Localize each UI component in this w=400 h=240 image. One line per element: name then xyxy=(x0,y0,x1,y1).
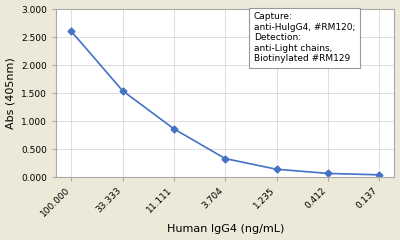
Text: Capture:
anti-HuIgG4, #RM120;
Detection:
anti-Light chains,
Biotinylated #RM129: Capture: anti-HuIgG4, #RM120; Detection:… xyxy=(254,12,355,63)
X-axis label: Human IgG4 (ng/mL): Human IgG4 (ng/mL) xyxy=(166,224,284,234)
Y-axis label: Abs (405nm): Abs (405nm) xyxy=(6,57,16,129)
